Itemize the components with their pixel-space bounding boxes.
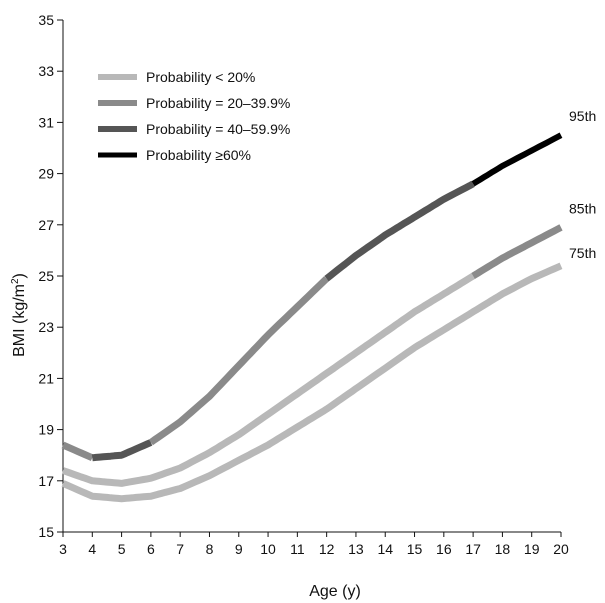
x-tick-label: 12	[319, 541, 335, 557]
legend-label-p60: Probability ≥60%	[146, 147, 251, 163]
y-tick-label: 23	[38, 319, 54, 335]
x-tick-label: 15	[407, 541, 423, 557]
x-tick-label: 20	[553, 541, 569, 557]
series-label-95th: 95th	[569, 108, 596, 124]
legend: Probability < 20% Probability = 20–39.9% P…	[98, 69, 290, 163]
y-tick-label: 35	[38, 12, 54, 28]
series-labels: 95th 85th 75th	[569, 108, 596, 261]
y-axis: 15 17 19 21 23 25 27 29 31 33 35	[38, 12, 63, 540]
series-segment-p60	[471, 132, 563, 187]
x-tick-label: 9	[235, 541, 243, 557]
series-85th	[61, 224, 563, 487]
plot-frame	[62, 20, 561, 533]
series-segment-p40	[91, 439, 153, 462]
y-tick-label: 29	[38, 166, 54, 182]
series-segment-p20	[61, 441, 94, 462]
y-tick-label: 19	[38, 422, 54, 438]
x-tick-label: 17	[465, 541, 481, 557]
y-tick-label: 15	[38, 524, 54, 540]
series-label-85th: 85th	[569, 200, 596, 216]
series-95th	[61, 132, 563, 462]
x-tick-label: 10	[260, 541, 276, 557]
legend-label-p40: Probability = 40–59.9%	[146, 121, 290, 137]
x-tick-label: 18	[495, 541, 511, 557]
series-label-75th: 75th	[569, 245, 596, 261]
series-segment-p20	[471, 224, 563, 280]
series-layer	[61, 132, 563, 503]
y-axis-title-main: BMI (kg/m	[11, 284, 28, 357]
x-tick-label: 13	[348, 541, 364, 557]
y-tick-label: 27	[38, 217, 54, 233]
y-tick-label: 17	[38, 473, 54, 489]
y-axis-title-close: )	[11, 273, 28, 278]
y-axis-title: BMI (kg/m2)	[10, 273, 28, 357]
x-tick-label: 6	[147, 541, 155, 557]
y-tick-label: 31	[38, 114, 54, 130]
series-segment-p20	[148, 276, 330, 446]
legend-label-lt20: Probability < 20%	[146, 69, 255, 85]
x-tick-label: 14	[377, 541, 393, 557]
x-tick-label: 19	[524, 541, 540, 557]
x-tick-label: 7	[176, 541, 184, 557]
y-axis-title-superscript: 2	[10, 278, 21, 284]
x-tick-label: 5	[118, 541, 126, 557]
y-tick-label: 33	[38, 63, 54, 79]
series-segment-p40	[324, 180, 475, 282]
x-tick-label: 3	[59, 541, 67, 557]
series-segment-lt20	[61, 273, 475, 487]
x-axis-title: Age (y)	[309, 583, 361, 600]
x-tick-label: 16	[436, 541, 452, 557]
x-tick-label: 4	[88, 541, 96, 557]
y-tick-label: 21	[38, 370, 54, 386]
x-tick-label: 8	[206, 541, 214, 557]
series-75th	[61, 262, 563, 503]
series-segment-lt20	[61, 262, 563, 503]
x-tick-label: 11	[290, 541, 305, 557]
legend-label-p20: Probability = 20–39.9%	[146, 95, 290, 111]
y-tick-label: 25	[38, 268, 54, 284]
x-axis: 3 4 5 6 7 8 9 10 11 12 13 14 15 16 17 18 19 20	[59, 532, 569, 557]
